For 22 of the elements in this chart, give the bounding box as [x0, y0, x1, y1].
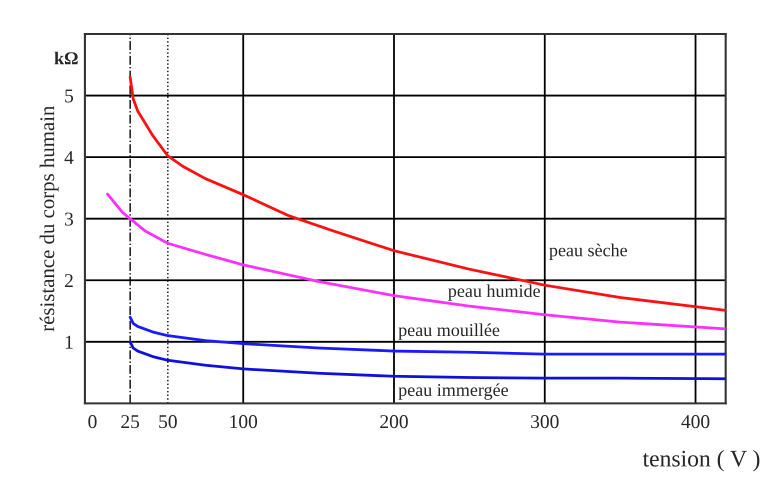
x-tick-label: 50	[159, 415, 177, 428]
series-label: peau humide	[448, 284, 540, 301]
x-tick-label: 100	[230, 415, 258, 428]
x-tick-label: 300	[531, 415, 559, 428]
x-tick-label: 0	[88, 415, 97, 428]
y-axis-title: résistance du corps humain	[40, 106, 59, 332]
series-label: peau immergée	[398, 383, 508, 400]
series-label: peau mouillée	[398, 323, 500, 340]
y-tick-label: 4	[64, 151, 74, 164]
y-tick-label: 5	[65, 90, 74, 103]
x-tick-label: 25	[121, 415, 140, 428]
line-series	[128, 340, 726, 380]
x-axis-title: tension ( V )	[642, 450, 760, 472]
series-label: peau sèche	[549, 244, 627, 260]
x-tick-label: 400	[681, 415, 710, 428]
line-series	[128, 316, 726, 356]
x-tick-label: 200	[380, 415, 408, 428]
y-tick-label: 1	[66, 336, 73, 349]
text: kΩ	[54, 52, 78, 64]
y-tick-label: 3	[65, 212, 74, 226]
line-series	[128, 76, 726, 312]
y-tick-label: 2	[64, 274, 73, 288]
